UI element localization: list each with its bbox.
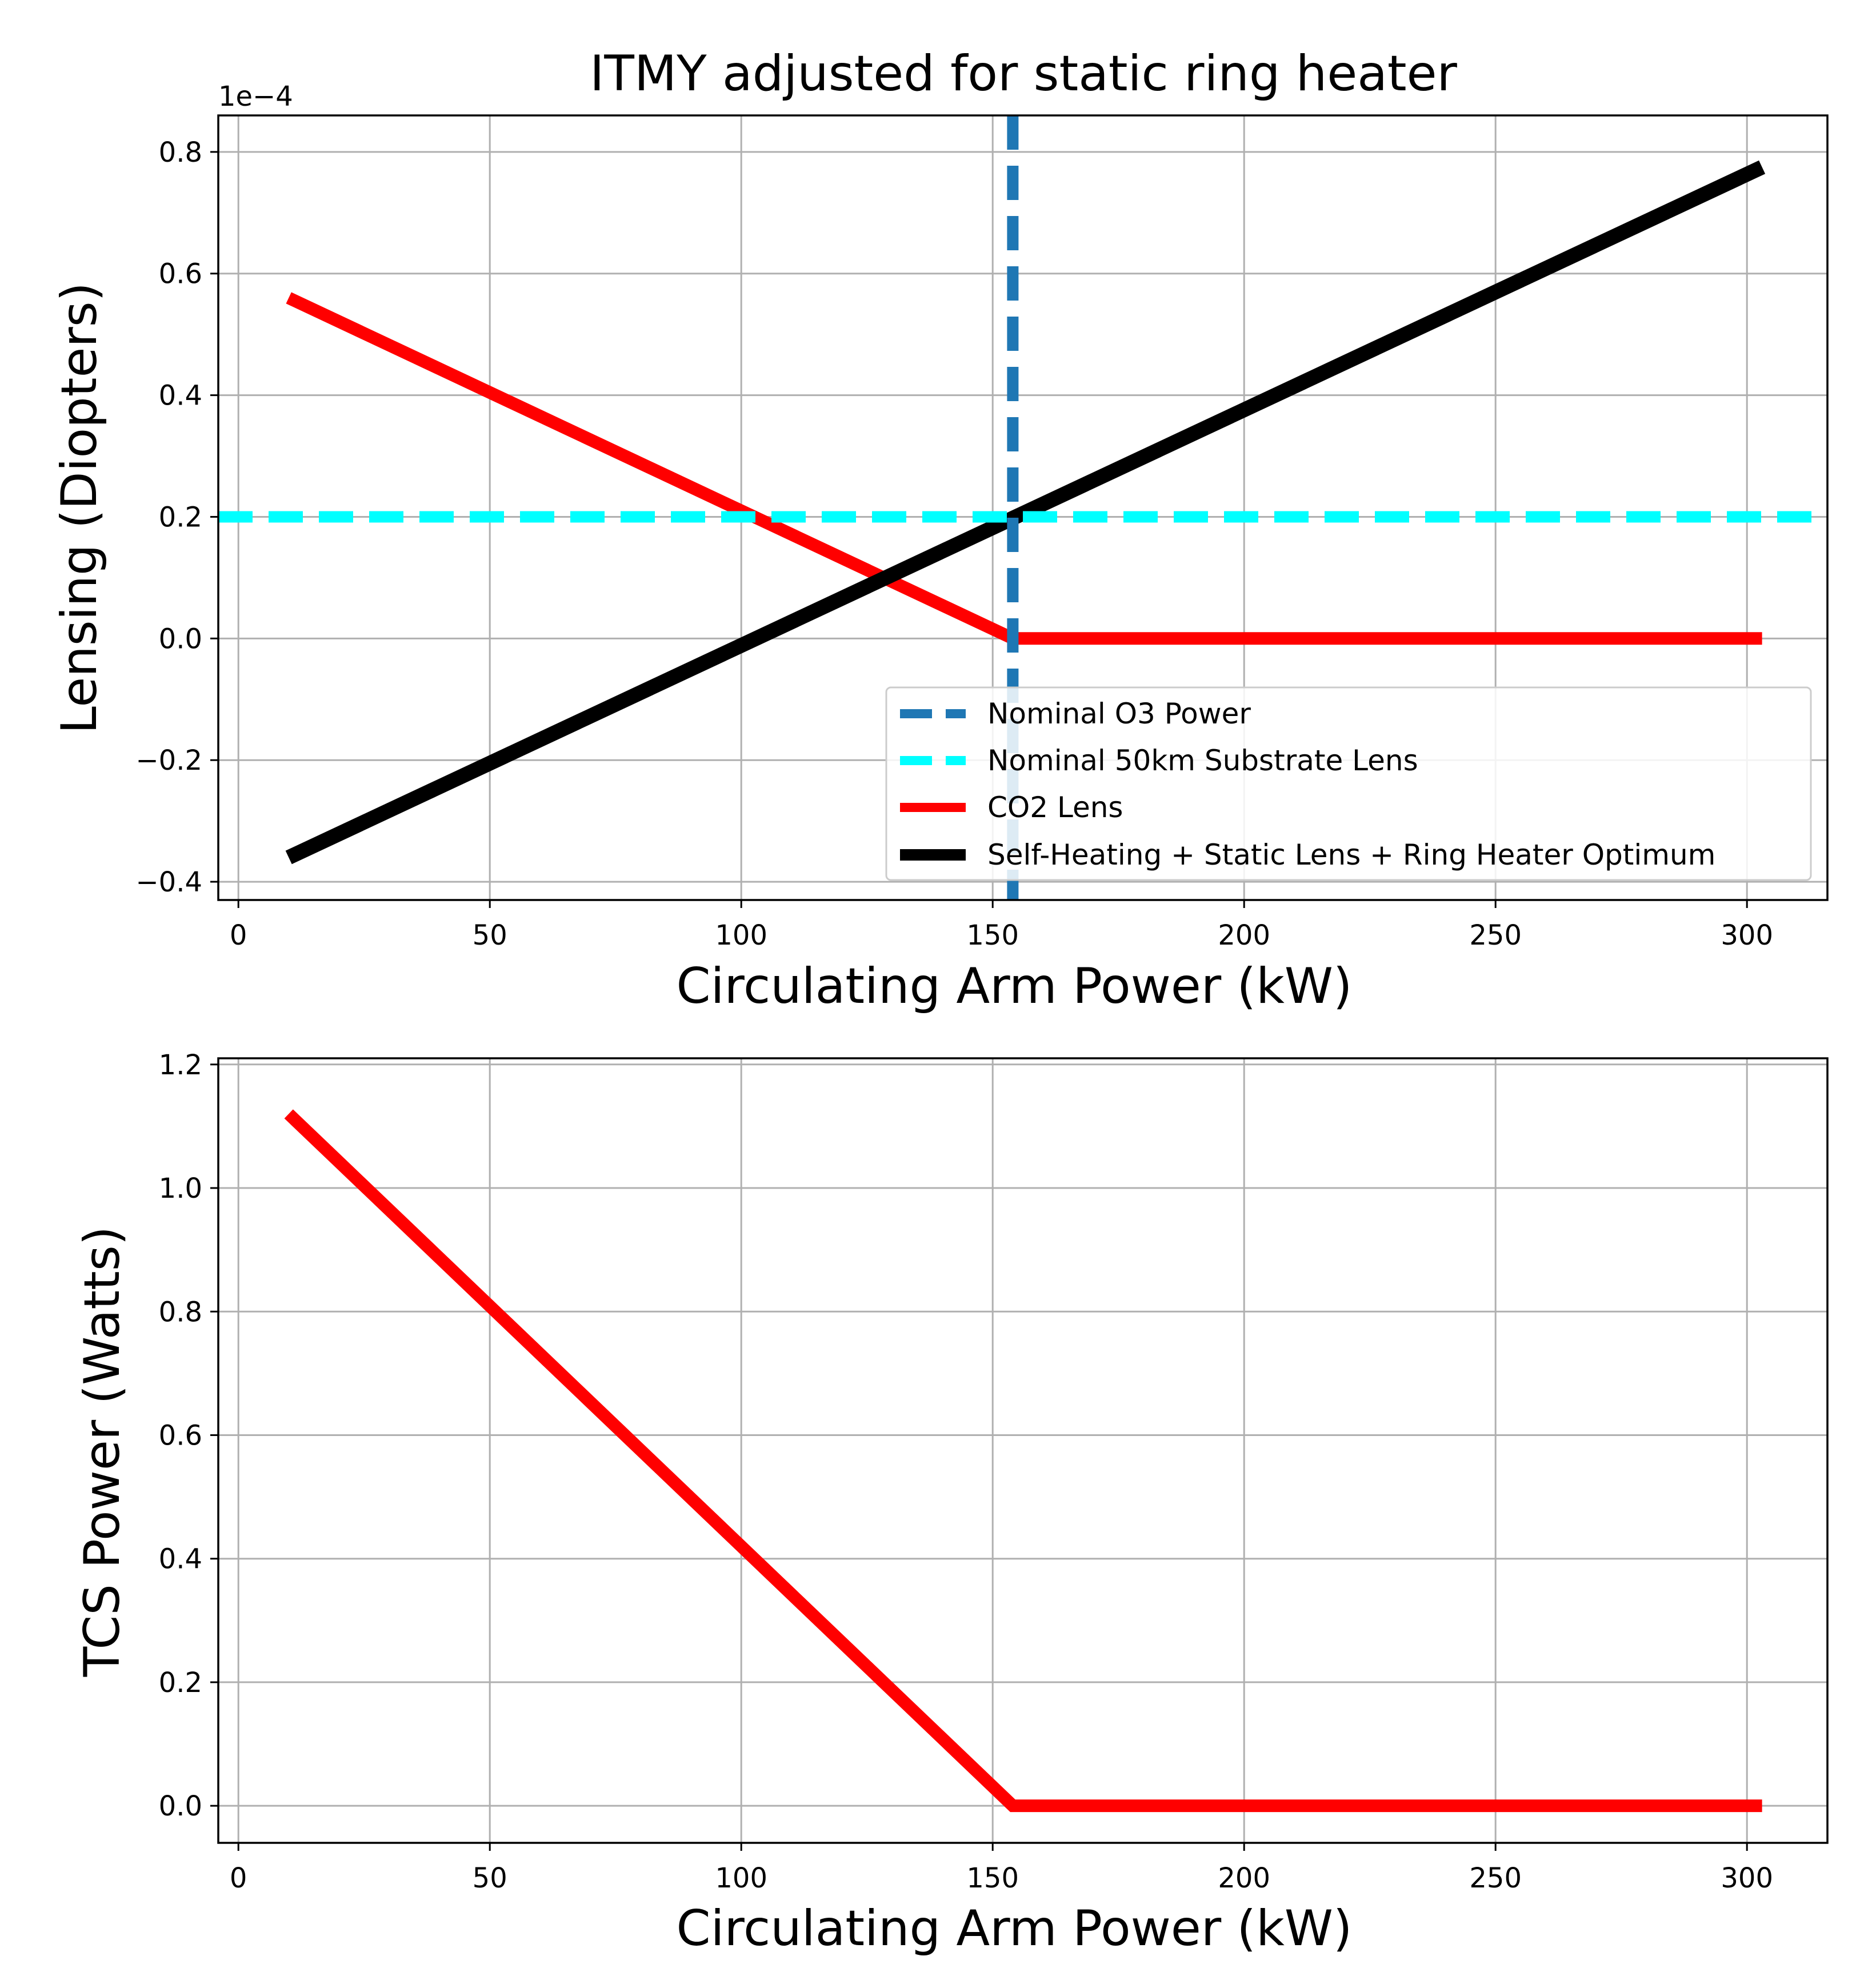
tcs-power-x-tick-label: 100 [715, 1862, 767, 1894]
legend-label-self-heating: Self-Heating + Static Lens + Ring Heater… [987, 838, 1715, 871]
tcs-power-grid [218, 1058, 1827, 1843]
lensing-axes: 0 50 100 150 200 250 300 −0.4 −0.2 0.0 0.2 0.4 0.6 0… [51, 81, 1829, 1015]
lensing-y-ticks: −0.4 −0.2 0.0 0.2 0.4 0.6 0.8 [135, 137, 218, 898]
lensing-x-tick-label: 300 [1721, 919, 1773, 951]
tcs-power-x-tick-label: 50 [473, 1862, 507, 1894]
lensing-x-tick-label: 200 [1218, 919, 1270, 951]
tcs-power-x-tick-label: 200 [1218, 1862, 1270, 1894]
lensing-y-axis-label: Lensing (Diopters) [51, 282, 108, 734]
lensing-x-axis-label: Circulating Arm Power (kW) [677, 958, 1353, 1015]
tcs-power-series-line [284, 1109, 1762, 1813]
tcs-power-y-ticks: 0.0 0.2 0.4 0.6 0.8 1.0 1.2 [159, 1049, 218, 1822]
tcs-power-y-tick-label: 0.2 [159, 1667, 202, 1699]
tcs-power-y-tick-label: 0.8 [159, 1296, 202, 1328]
lensing-y-tick-label: 0.8 [159, 137, 202, 169]
tcs-power-y-tick-label: 0.0 [159, 1790, 202, 1822]
tcs-power-x-tick-label: 300 [1721, 1862, 1773, 1894]
lensing-y-tick-label: −0.2 [135, 745, 202, 777]
tcs-power-x-axis-label: Circulating Arm Power (kW) [677, 1900, 1353, 1957]
lensing-x-ticks: 0 50 100 150 200 250 300 [230, 900, 1773, 951]
lensing-y-tick-label: 0.0 [159, 623, 202, 655]
tcs-power-x-tick-label: 250 [1469, 1862, 1522, 1894]
lensing-x-tick-label: 50 [473, 919, 507, 951]
lensing-y-tick-label: 0.6 [159, 258, 202, 290]
legend-label-o3-power: Nominal O3 Power [987, 697, 1251, 730]
tcs-power-y-tick-label: 0.4 [159, 1543, 202, 1575]
tcs-power-y-axis-label: TCS Power (Watts) [74, 1226, 131, 1677]
tcs-power-axes-frame [217, 1057, 1829, 1844]
tcs-power-x-ticks: 0 50 100 150 200 250 300 [230, 1843, 1773, 1894]
tcs-power-x-tick-label: 150 [966, 1862, 1019, 1894]
lensing-x-tick-label: 150 [966, 919, 1019, 951]
tcs-power-series [284, 1109, 1762, 1813]
lensing-y-tick-label: −0.4 [135, 866, 202, 898]
lensing-x-tick-label: 250 [1469, 919, 1522, 951]
tcs-power-y-tick-label: 1.0 [159, 1173, 202, 1205]
tcs-power-y-tick-label: 1.2 [159, 1049, 202, 1081]
lensing-offset-text: 1e−4 [218, 81, 293, 113]
lensing-y-tick-label: 0.2 [159, 501, 202, 533]
lensing-legend: Nominal O3 Power Nominal 50km Substrate … [885, 686, 1812, 881]
tcs-power-axes: 0 50 100 150 200 250 300 0.0 0.2 0.4 0.6 0.8 1.0 1.2… [74, 1049, 1829, 1957]
legend-label-co2-lens: CO2 Lens [987, 791, 1123, 824]
lensing-x-tick-label: 100 [715, 919, 767, 951]
tcs-power-x-tick-label: 0 [230, 1862, 247, 1894]
tcs-power-plot-area [218, 1058, 1827, 1843]
figure-title: ITMY adjusted for static ring heater [590, 45, 1457, 102]
lensing-y-tick-label: 0.4 [159, 380, 202, 412]
legend-label-substrate-lens: Nominal 50km Substrate Lens [987, 744, 1418, 777]
lensing-x-tick-label: 0 [230, 919, 247, 951]
legend-frame [885, 686, 1812, 881]
tcs-power-y-tick-label: 0.6 [159, 1419, 202, 1451]
lensing-axes-frame [217, 114, 1829, 901]
